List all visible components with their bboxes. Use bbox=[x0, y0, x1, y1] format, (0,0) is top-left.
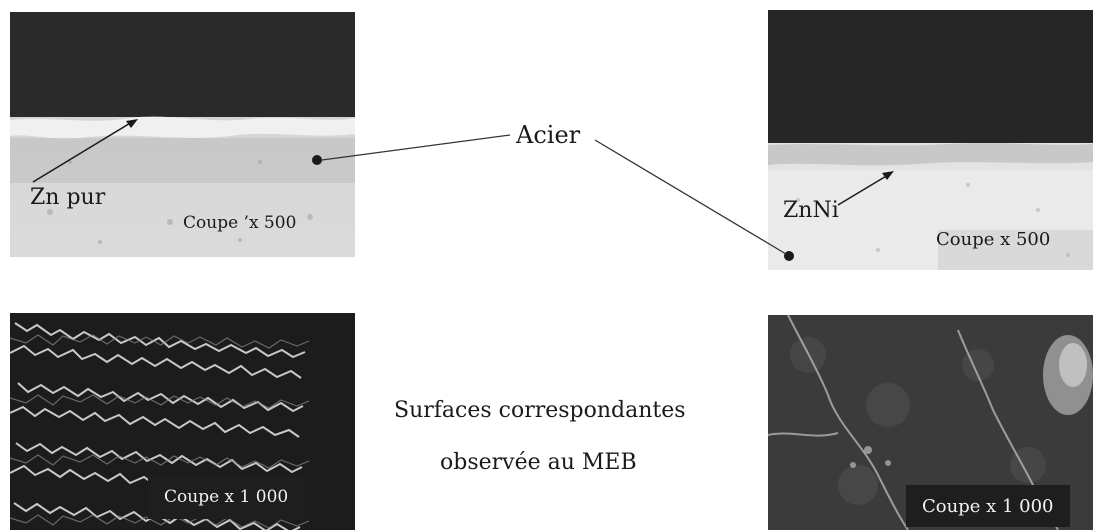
zn-cross-section-image bbox=[10, 12, 355, 257]
acier-label: Acier bbox=[516, 121, 581, 149]
znni-cross-section-micrograph bbox=[768, 10, 1093, 270]
middle-caption-line1: Surfaces correspondantes bbox=[394, 398, 686, 423]
znni-annotation: ZnNi bbox=[783, 198, 839, 223]
znni-surface-caption: Coupe x 1 000 bbox=[906, 485, 1070, 527]
middle-caption-line2: observée au MEB bbox=[440, 450, 637, 475]
zn-cross-section-caption: Coupe ’x 500 bbox=[183, 213, 297, 233]
znni-cross-section-image bbox=[768, 10, 1093, 270]
zn-pur-annotation: Zn pur bbox=[30, 185, 106, 210]
zn-surface-caption: Coupe x 1 000 bbox=[148, 475, 305, 519]
acier-line-right bbox=[594, 139, 787, 255]
zn-cross-section-micrograph bbox=[10, 12, 355, 257]
znni-cross-section-caption: Coupe x 500 bbox=[936, 229, 1051, 250]
